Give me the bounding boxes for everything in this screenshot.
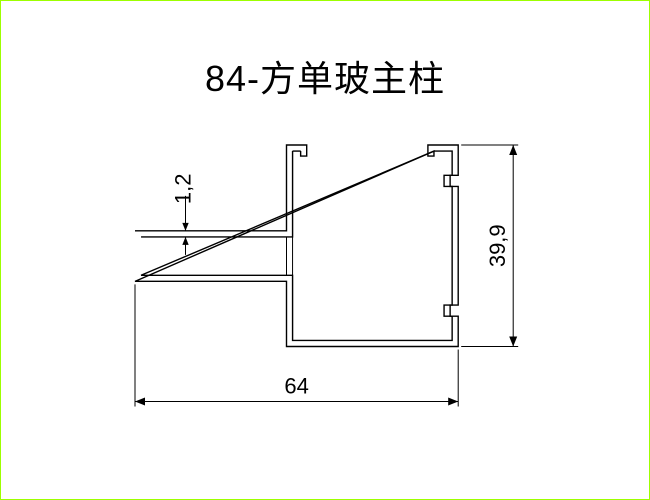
svg-text:64: 64 bbox=[284, 373, 308, 398]
technical-drawing: 64 39,9 1,2 bbox=[0, 0, 650, 500]
svg-text:39,9: 39,9 bbox=[485, 224, 510, 267]
svg-text:1,2: 1,2 bbox=[171, 174, 196, 205]
